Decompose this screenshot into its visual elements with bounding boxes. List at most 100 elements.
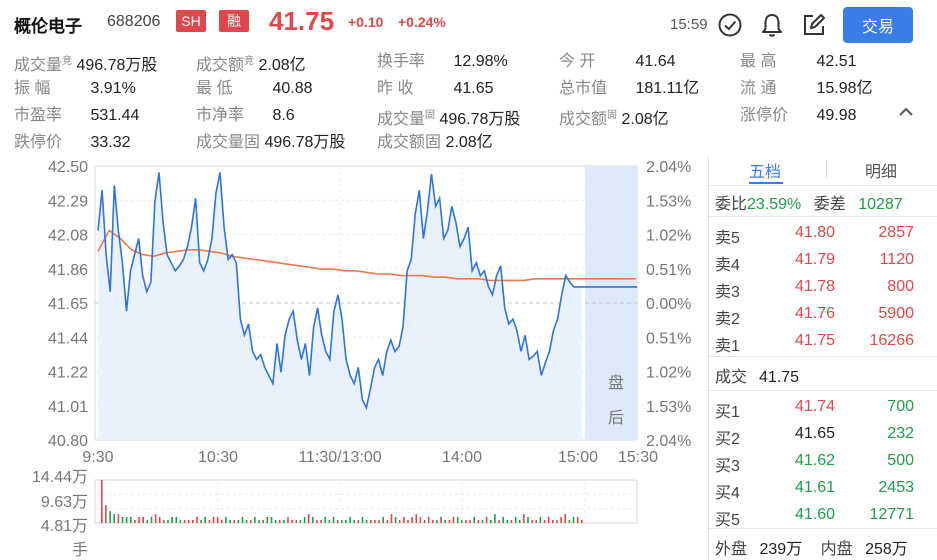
level-label: 买1 <box>715 404 740 421</box>
order-ratio: 委比23.59% 委差 10287 <box>715 196 903 213</box>
volume-bar <box>150 517 153 523</box>
tab-five-levels[interactable]: 五档 <box>748 164 781 181</box>
volume-bar <box>382 517 384 523</box>
volume-bar <box>560 517 562 523</box>
bell-icon[interactable] <box>759 12 785 38</box>
volume-bar <box>167 520 169 523</box>
volume-bar <box>341 520 343 523</box>
sell-level-4[interactable]: 卖4 41.79 1120 <box>709 247 937 274</box>
chart-axis-labels: 42.50 42.29 42.08 41.86 41.65 41.44 41.22 41.01… <box>32 159 691 559</box>
level-volume: 2857 <box>878 224 914 241</box>
level-label: 卖3 <box>715 284 740 301</box>
volume-bar <box>179 520 182 523</box>
sell-level-1[interactable]: 卖1 41.75 16266 <box>709 328 937 355</box>
volume-bar <box>531 520 533 523</box>
volume-tick-label: 9.63万 <box>41 494 88 511</box>
trade-button[interactable]: 交易 <box>843 7 913 43</box>
volume-bar <box>134 520 136 523</box>
volume-bar <box>130 517 132 523</box>
volume-bar <box>175 517 178 523</box>
level-label: 卖4 <box>715 257 740 274</box>
level-volume: 700 <box>887 398 914 415</box>
price-line <box>97 172 637 411</box>
stat-low: 最 低 40.88 <box>196 80 313 97</box>
pct-tick-label: 1.53% <box>646 193 691 210</box>
level-price: 41.78 <box>794 278 835 295</box>
volume-bar <box>250 520 252 523</box>
level-price: 41.80 <box>794 224 835 241</box>
stat-float-cap: 流 通 15.98亿 <box>740 80 873 97</box>
price-tick-label: 41.22 <box>48 365 88 382</box>
volume-bar <box>332 517 335 523</box>
level-volume: 2453 <box>878 479 914 496</box>
quote-time: 15:59 <box>670 16 708 33</box>
pct-tick-label: 1.02% <box>646 365 691 382</box>
market-badge: SH <box>176 10 206 32</box>
volume-bar <box>506 520 509 523</box>
volume-bar <box>494 514 496 523</box>
volume-bar <box>287 517 289 523</box>
volume-bar <box>527 517 529 523</box>
outer-volume: 239万 <box>759 541 803 558</box>
volume-bar <box>436 520 438 523</box>
volume-bar <box>456 517 459 523</box>
pct-tick-label: 1.02% <box>646 228 691 245</box>
volume-bar <box>109 511 111 523</box>
level-label: 买2 <box>715 431 740 448</box>
tab-details[interactable]: 明细 <box>864 164 897 181</box>
volume-frame <box>94 479 638 524</box>
sell-level-3[interactable]: 卖3 41.78 800 <box>709 274 937 301</box>
volume-bar <box>154 514 157 523</box>
volume-bar <box>543 520 546 523</box>
sell-level-2[interactable]: 卖2 41.76 5900 <box>709 301 937 328</box>
volume-bar <box>485 517 488 523</box>
volume-bar <box>303 517 306 523</box>
buy-level-5[interactable]: 买5 41.60 12771 <box>709 502 937 529</box>
volume-bar <box>320 520 322 523</box>
pct-tick-label: 0.51% <box>646 330 691 347</box>
volume-bar <box>564 514 566 523</box>
level-price: 41.79 <box>794 251 835 268</box>
volume-bar <box>208 520 211 523</box>
volume-bar <box>121 517 124 523</box>
volume-bar <box>216 517 219 523</box>
volume-bar <box>200 520 202 523</box>
volume-bar <box>415 514 418 523</box>
order-book: 五档 明细 委比23.59% 委差 10287 卖5 41.80 2857 卖4 41.… <box>708 156 937 560</box>
volume-bar <box>221 520 223 523</box>
time-tick-label: 15:00 <box>558 449 598 466</box>
chevron-up-icon[interactable] <box>897 105 915 119</box>
level-label: 卖2 <box>715 311 740 328</box>
stat-amount-fixed: 成交额固 2.08亿 <box>559 110 669 129</box>
level-price: 41.62 <box>794 452 835 469</box>
check-circle-icon[interactable] <box>717 12 743 38</box>
level-volume: 500 <box>887 452 914 469</box>
stats-grid: 成交量竞 496.78万股 成交额竞 2.08亿 换手率 12.98% 今 开 … <box>0 48 937 156</box>
last-deal: 成交 41.75 <box>715 369 800 386</box>
volume-bar <box>427 517 430 523</box>
price-tick-label: 41.01 <box>48 399 88 416</box>
time-tick-label: 14:00 <box>442 449 482 466</box>
intraday-chart[interactable]: 42.50 42.29 42.08 41.86 41.65 41.44 41.22 41.01… <box>0 156 705 560</box>
buy-level-3[interactable]: 买3 41.62 500 <box>709 448 937 475</box>
level-volume: 232 <box>887 425 914 442</box>
volume-bar <box>365 520 368 523</box>
level-volume: 1120 <box>879 251 914 268</box>
edit-icon[interactable] <box>801 12 827 38</box>
volume-bar <box>552 520 554 523</box>
after-hours-label: 盘 <box>608 373 624 392</box>
volume-bar <box>576 517 579 523</box>
volume-bar <box>212 517 215 523</box>
buy-level-1[interactable]: 买1 41.74 700 <box>709 394 937 421</box>
volume-bar <box>539 517 542 523</box>
tab-underline <box>749 182 783 184</box>
volume-bar <box>357 520 360 523</box>
buy-level-2[interactable]: 买2 41.65 232 <box>709 421 937 448</box>
volume-bar <box>312 517 314 523</box>
volume-bar <box>518 520 521 523</box>
price-tick-label: 41.86 <box>48 262 88 279</box>
level-label: 买5 <box>715 512 740 529</box>
buy-level-4[interactable]: 买4 41.61 2453 <box>709 475 937 502</box>
volume-bar <box>378 520 380 523</box>
sell-level-5[interactable]: 卖5 41.80 2857 <box>709 220 937 247</box>
